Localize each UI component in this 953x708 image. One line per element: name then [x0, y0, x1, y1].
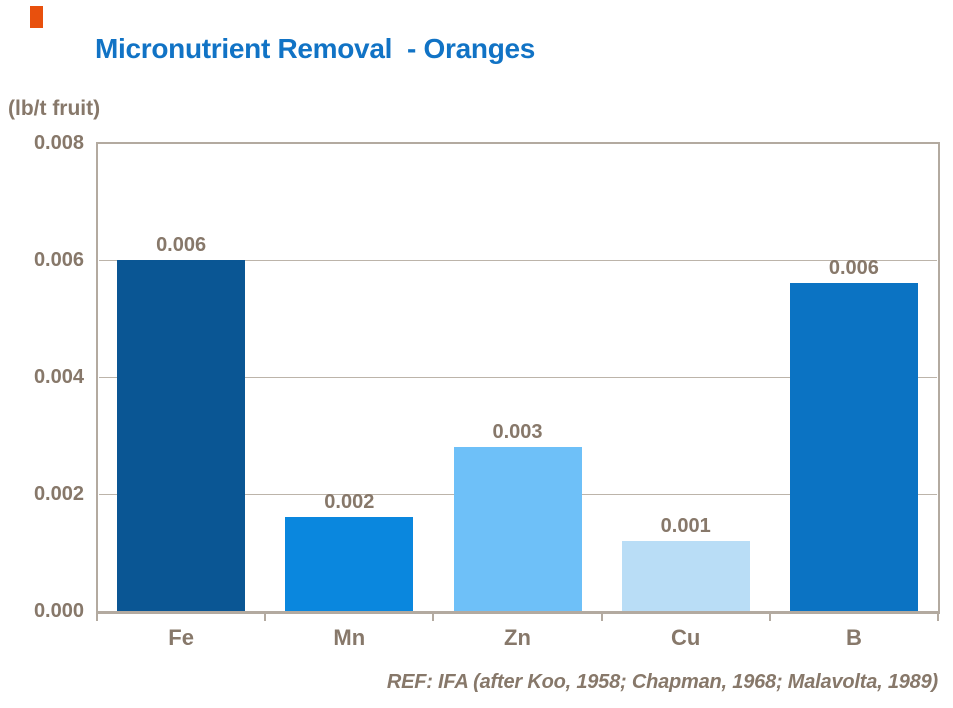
x-axis-category-label: B: [845, 625, 862, 650]
bar-cu: [621, 541, 750, 611]
bar-value-label: 0.006: [828, 257, 879, 279]
bar-fe: [117, 260, 246, 611]
x-axis-category-label: Fe: [168, 625, 194, 650]
gridline: [99, 260, 937, 261]
plot-border-left: [96, 142, 98, 612]
plot-border-top: [96, 142, 940, 144]
y-axis-tick-label: 0.008: [33, 132, 84, 154]
bar-value-label: 0.003: [492, 421, 543, 443]
bar-mn: [285, 517, 414, 611]
x-axis-tick: [601, 614, 603, 621]
bar-zn: [453, 447, 582, 611]
y-axis-tick-label: 0.006: [33, 249, 84, 271]
y-axis-unit-label: (lb/t fruit): [8, 97, 101, 120]
x-axis-tick: [96, 614, 98, 621]
y-axis-tick-label: 0.004: [33, 366, 84, 388]
chart-title: Micronutrient Removal - Oranges: [95, 33, 536, 64]
reference-note: REF: IFA (after Koo, 1958; Chapman, 1968…: [386, 671, 938, 693]
bar-value-label: 0.002: [324, 491, 375, 513]
accent-bar: [30, 6, 43, 28]
x-axis-line: [96, 611, 940, 614]
x-axis-category-label: Zn: [504, 625, 531, 650]
x-axis-tick: [432, 614, 434, 621]
x-axis-tick: [769, 614, 771, 621]
bar-value-label: 0.001: [660, 515, 711, 537]
y-axis-tick-label: 0.002: [33, 483, 84, 505]
x-axis-category-label: Cu: [671, 625, 701, 650]
bar-b: [789, 283, 918, 611]
x-axis-category-label: Mn: [333, 625, 366, 650]
plot-border-right: [938, 142, 940, 612]
y-axis-tick-label: 0.000: [33, 600, 84, 622]
gridline: [99, 377, 937, 378]
bar-value-label: 0.006: [156, 234, 207, 256]
x-axis-tick: [264, 614, 266, 621]
x-axis-tick: [937, 614, 939, 621]
